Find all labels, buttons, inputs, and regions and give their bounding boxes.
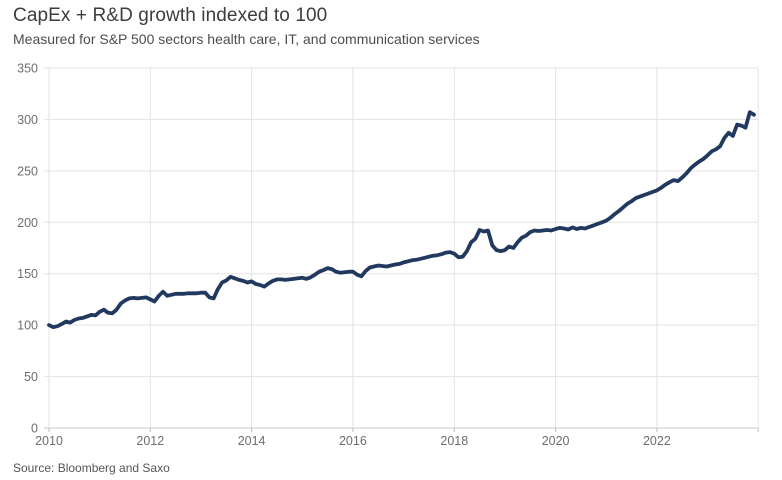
chart-subtitle: Measured for S&P 500 sectors health care… (13, 31, 480, 47)
y-tick-label: 350 (17, 62, 38, 76)
x-tick-label: 2012 (136, 434, 164, 448)
x-tick-label: 2016 (339, 434, 367, 448)
source-note: Source: Bloomberg and Saxo (13, 461, 170, 475)
y-tick-label: 50 (24, 370, 38, 384)
x-tick-label: 2020 (542, 434, 570, 448)
y-tick-label: 150 (17, 267, 38, 281)
data-line-capex-rd (47, 110, 756, 330)
x-tick-label: 2014 (238, 434, 266, 448)
y-tick-label: 200 (17, 216, 38, 230)
y-tick-label: 0 (31, 422, 38, 436)
chart-title: CapEx + R&D growth indexed to 100 (13, 5, 328, 26)
y-tick-label: 250 (17, 164, 38, 178)
y-tick-label: 300 (17, 113, 38, 127)
x-tick-label: 2010 (35, 434, 63, 448)
x-tick-label: 2018 (440, 434, 468, 448)
x-tick-label: 2022 (643, 434, 671, 448)
y-tick-label: 100 (17, 319, 38, 333)
